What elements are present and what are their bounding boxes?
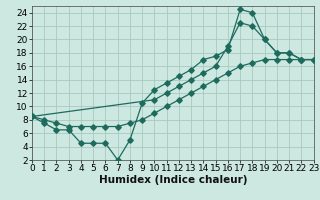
X-axis label: Humidex (Indice chaleur): Humidex (Indice chaleur) [99,175,247,185]
